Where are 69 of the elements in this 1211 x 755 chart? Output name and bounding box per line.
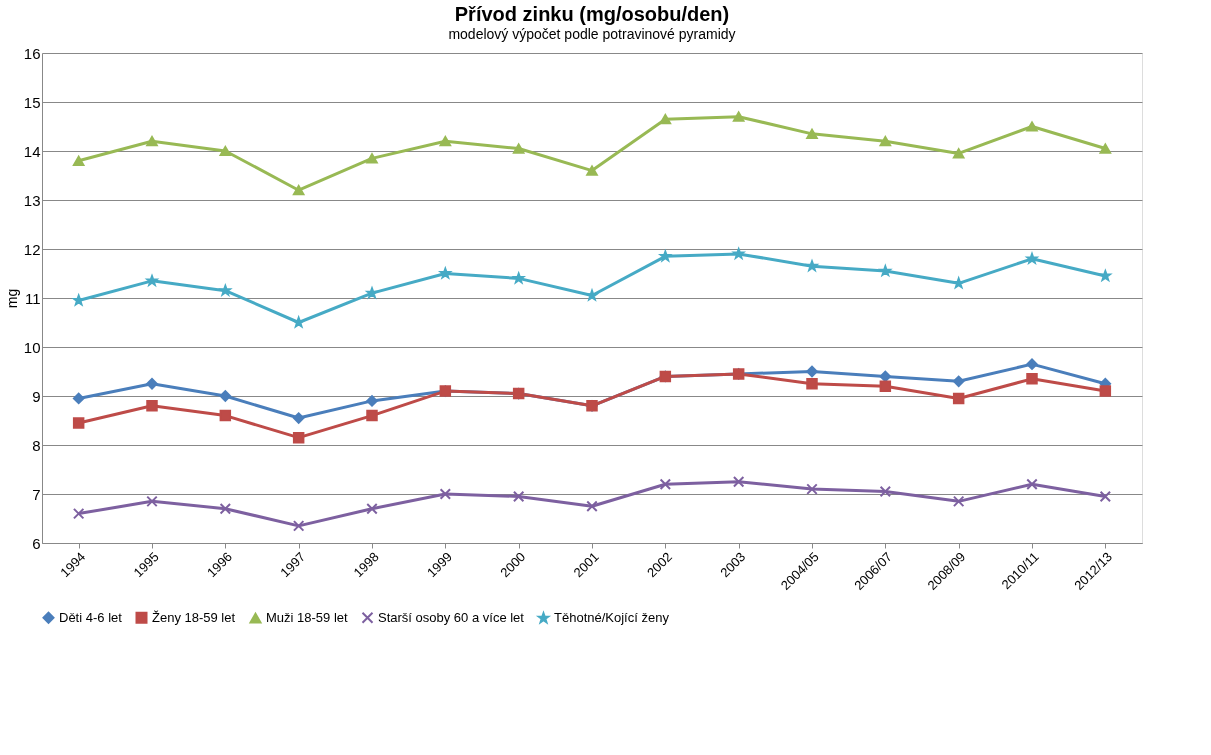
point (1026, 373, 1038, 385)
legend-label: Ženy 18-59 let (152, 609, 236, 625)
point (806, 365, 818, 378)
y-tick-label: 9 (32, 387, 41, 405)
point (1099, 385, 1112, 397)
point (586, 165, 598, 176)
point (879, 380, 892, 392)
point (512, 143, 525, 154)
legend-label: Muži 18-59 let (266, 610, 349, 626)
legend-label: Těhotné/Kojící ženy (554, 610, 670, 626)
point (439, 136, 452, 147)
y-tick-label: 7 (32, 485, 41, 503)
point (292, 431, 305, 444)
point (219, 390, 232, 402)
point (806, 128, 818, 139)
point (659, 478, 672, 490)
point (512, 490, 525, 503)
point (219, 145, 232, 157)
y-tick-label: 16 (23, 44, 41, 62)
point (952, 495, 965, 508)
y-tick-label: 12 (23, 240, 41, 258)
y-tick-label: 6 (32, 534, 41, 552)
point (146, 400, 158, 412)
point (146, 136, 158, 147)
y-tick-label: 13 (23, 191, 41, 209)
point (586, 500, 598, 512)
point (219, 502, 232, 515)
point (439, 488, 452, 500)
point (952, 148, 965, 159)
point (292, 412, 305, 424)
legend-label: Děti 4-6 let (59, 609, 123, 625)
point (806, 378, 818, 390)
point (953, 275, 965, 290)
point (146, 495, 158, 508)
y-tick-label: 8 (32, 436, 41, 454)
point (732, 111, 745, 122)
point (72, 507, 85, 520)
point (292, 185, 305, 196)
legend-label: Starší osoby 60 a více let (378, 609, 525, 625)
y-tick-label: 10 (23, 338, 41, 356)
y-tick-label: 14 (23, 142, 41, 160)
point (952, 375, 965, 388)
y-tick-label: 11 (24, 289, 41, 307)
point (366, 153, 378, 164)
point (292, 520, 305, 532)
point (1099, 143, 1112, 154)
point (806, 483, 818, 495)
point (293, 316, 305, 328)
point (72, 392, 85, 405)
chart-subtitle: modelový výpočet podle potravinové pyramidy (448, 26, 736, 42)
chart-title: Přívod zinku (mg/osobu/den) (454, 3, 730, 25)
point (366, 395, 378, 407)
point (879, 485, 892, 498)
point (72, 155, 85, 166)
point (1099, 490, 1112, 503)
point (879, 136, 892, 147)
y-axis-title: mg (3, 288, 20, 309)
point (952, 392, 965, 405)
point (146, 378, 158, 390)
y-tick-label: 15 (23, 93, 41, 111)
point (366, 409, 378, 422)
point (1026, 358, 1038, 370)
point (219, 409, 232, 422)
point (366, 502, 378, 515)
point (1026, 121, 1038, 132)
point (1026, 478, 1038, 490)
point (659, 114, 672, 125)
point (732, 476, 745, 488)
point (72, 417, 85, 429)
